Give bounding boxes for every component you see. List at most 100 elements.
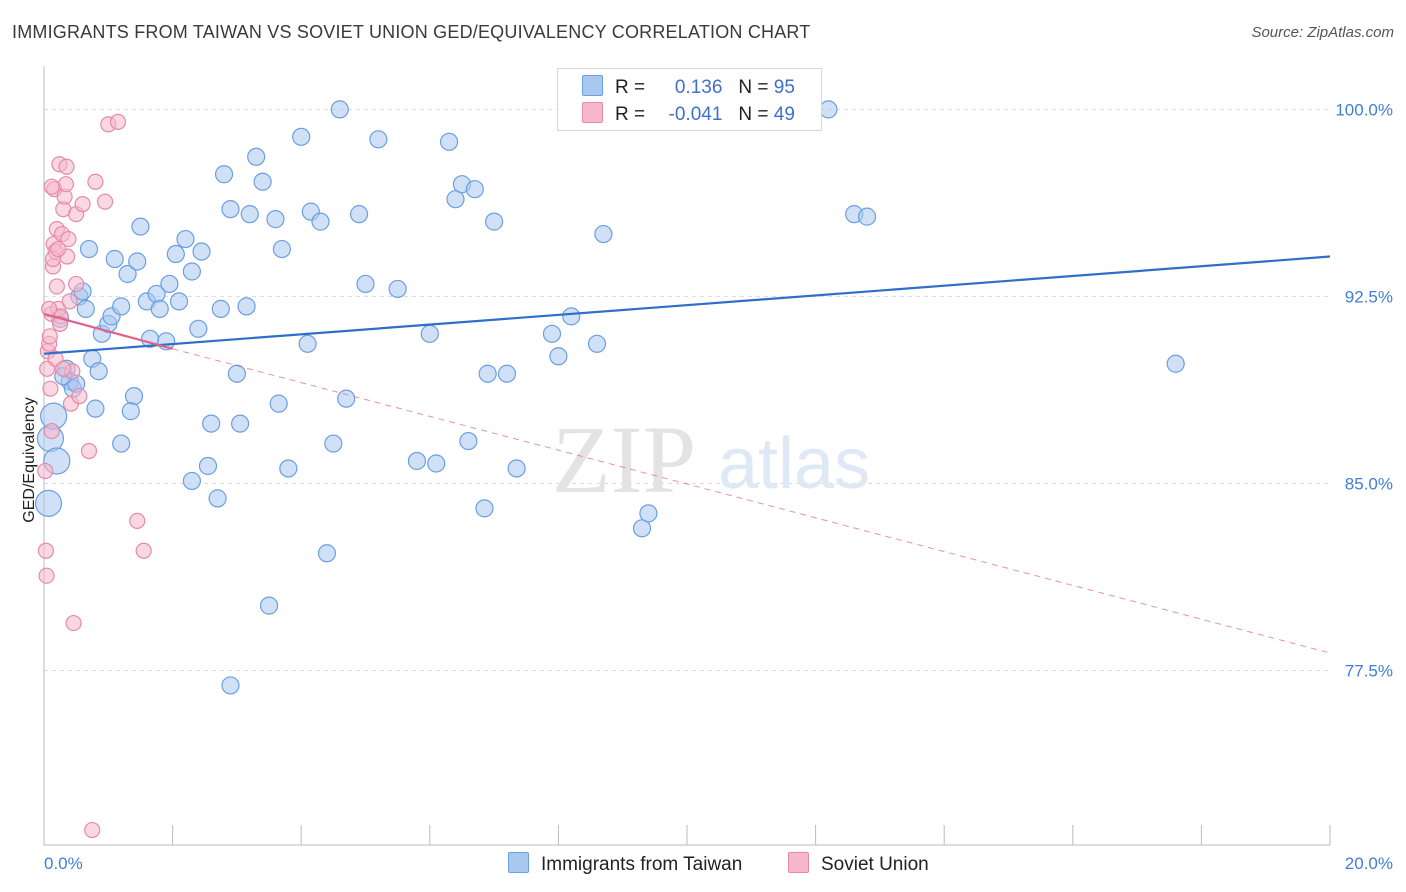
taiwan-point [317,544,337,563]
y-tick-label: 100.0% [1335,100,1393,119]
n-label: N = [738,104,769,125]
y-tick-label: 85.0% [1345,474,1393,493]
taiwan-point [247,147,266,166]
taiwan-point [311,212,330,231]
chart-title: IMMIGRANTS FROM TAIWAN VS SOVIET UNION G… [12,22,811,42]
series-taiwan-points [34,100,1185,695]
taiwan-point [330,100,349,119]
soviet-point [41,328,58,345]
watermark: ZIP atlas [552,406,870,513]
taiwan-point [259,596,279,615]
taiwan-point [166,244,185,264]
taiwan-point [542,324,562,343]
taiwan-point [266,210,285,229]
n-label: N = [738,77,769,98]
soviet-point [109,113,127,130]
taiwan-point [118,264,137,284]
taiwan-point [632,519,652,538]
soviet-point [43,178,60,195]
taiwan-point [407,451,427,471]
taiwan-point [76,299,95,318]
axis-labels: 77.5% 85.0% 92.5% 100.0% 0.0% 20.0% GED/Equiva… [21,100,1393,873]
taiwan-trend-line [43,255,1331,355]
taiwan-point [221,200,240,219]
legend-item-taiwan[interactable]: Immigrants from Taiwan [508,852,742,876]
taiwan-point [324,434,343,453]
r-label: R = [615,104,646,125]
soviet-legend-swatch [788,852,809,873]
taiwan-point [189,319,208,338]
soviet-point [55,360,72,377]
taiwan-point [128,252,147,271]
taiwan-point [86,399,105,418]
taiwan-point [227,364,246,383]
taiwan-point [182,471,201,491]
legend-label-soviet: Soviet Union [821,854,929,875]
soviet-point [96,193,114,210]
taiwan-point [485,212,504,231]
taiwan-point [124,387,144,406]
legend-item-soviet[interactable]: Soviet Union [788,852,929,876]
taiwan-point [160,274,179,294]
y-tick-label: 77.5% [1345,661,1393,680]
taiwan-point [446,190,465,209]
taiwan-point [369,130,388,149]
soviet-point [37,462,54,480]
taiwan-point [594,224,613,244]
y-axis-title: GED/Equivalency [21,397,38,522]
watermark-zip: ZIP [552,406,696,513]
soviet-point [58,158,75,175]
r-label: R = [615,77,646,98]
soviet-swatch [582,102,603,123]
taiwan-point [112,434,131,453]
taiwan-point [89,362,108,381]
correlation-legend: R = 0.136 N = 95 R = -0.041 N = 49 [557,68,822,131]
grid-lines [44,108,1330,671]
taiwan-point [639,504,658,523]
taiwan-point [131,217,150,236]
taiwan-point [150,299,169,318]
legend-label-taiwan: Immigrants from Taiwan [541,854,743,875]
soviet-point [42,380,59,397]
taiwan-point [1166,354,1185,373]
taiwan-point [497,364,517,383]
taiwan-point [198,456,218,476]
soviet-point [61,293,78,310]
source-label: Source: ZipAtlas.com [1251,24,1394,41]
taiwan-point [478,364,497,383]
soviet-point [37,542,55,559]
taiwan-point [192,242,211,261]
taiwan-point [549,347,568,366]
taiwan-point [169,292,189,311]
legend-row-soviet: R = -0.041 N = 49 [582,102,795,126]
taiwan-point [214,165,234,184]
taiwan-point [182,262,201,281]
soviet-point [129,512,146,529]
taiwan-legend-swatch [508,852,529,873]
taiwan-point [298,334,317,353]
soviet-point [65,614,82,632]
soviet-point [48,278,65,295]
taiwan-point [475,499,494,518]
taiwan-point [420,324,439,343]
taiwan-point [79,239,99,259]
taiwan-point [587,334,607,353]
taiwan-point [34,489,63,517]
taiwan-point [237,297,256,316]
r-value-taiwan: 0.136 [674,77,723,98]
soviet-point [50,240,67,258]
soviet-point [135,542,152,559]
taiwan-point [337,389,356,408]
soviet-point [60,230,77,248]
taiwan-point [105,249,124,269]
n-value-taiwan: 95 [773,77,795,98]
taiwan-point [202,414,221,433]
taiwan-point [253,172,272,191]
x-tick-label-max: 20.0% [1345,854,1393,873]
soviet-point [87,173,104,190]
taiwan-point [439,132,459,151]
soviet-point [80,442,98,460]
taiwan-point [356,274,375,294]
soviet-point [74,196,91,213]
